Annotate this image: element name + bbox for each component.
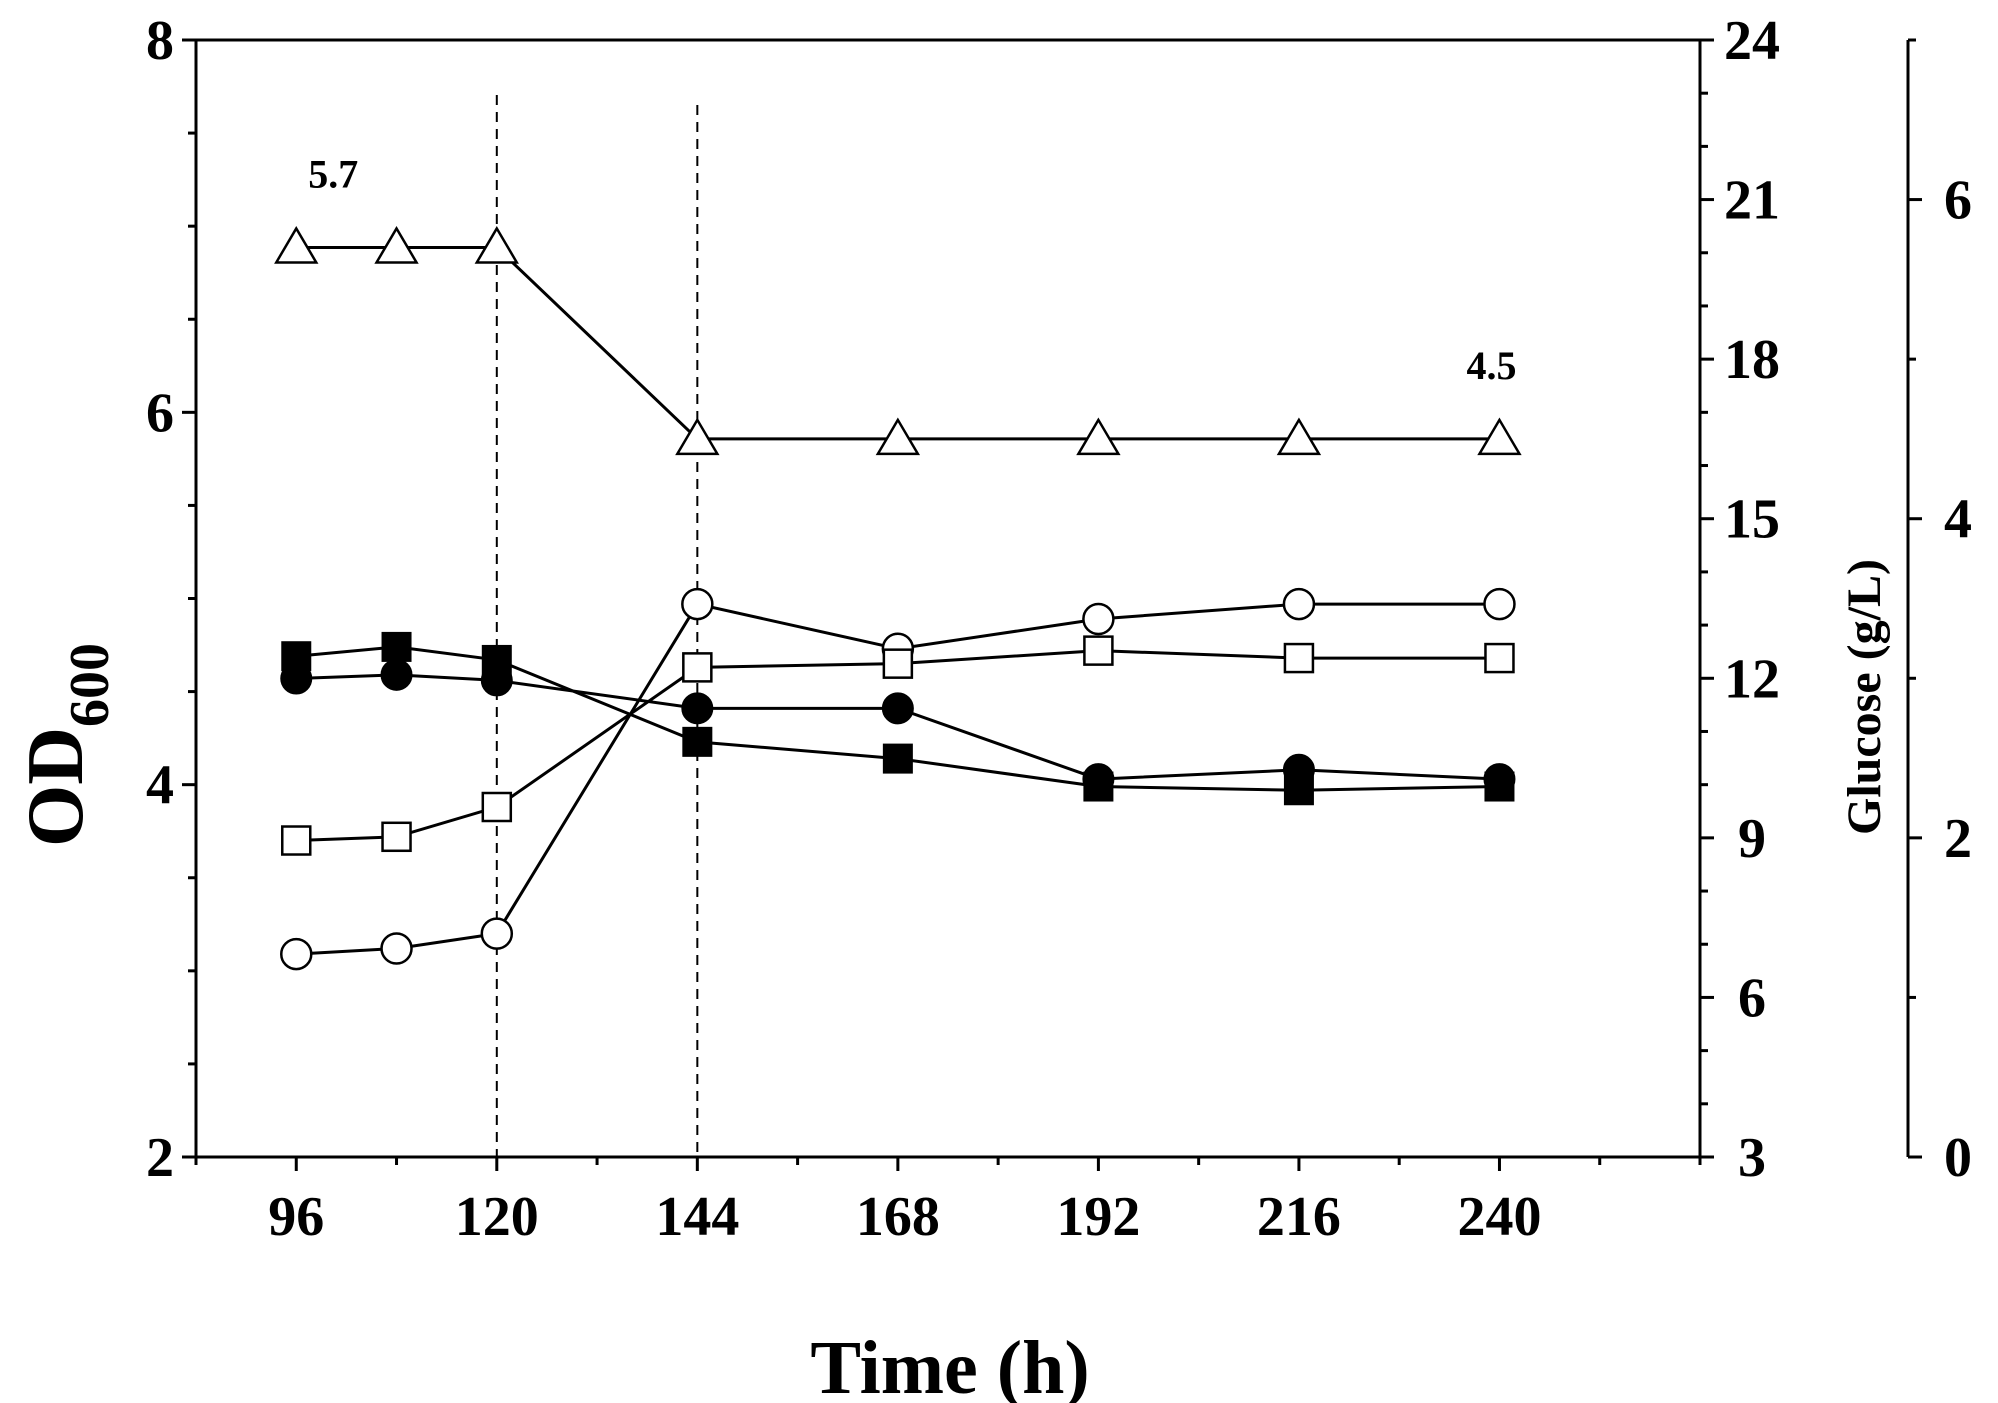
marker-circle-open: [280, 937, 313, 971]
y-right2-tick-label: 0: [1944, 1127, 1972, 1189]
plot-frame-box: [194, 38, 1702, 1159]
x-tick-label: 144: [655, 1186, 739, 1248]
marker-circle-open: [1082, 602, 1115, 636]
y-right1-tick-label: 12: [1724, 648, 1780, 710]
marker-square-open: [1083, 635, 1114, 666]
marker-circle-filled: [1282, 753, 1315, 786]
axis-labels: 96 120 144 168 192 216 24024683691215182124024…: [146, 10, 1972, 1248]
marker-triangle: [1076, 417, 1121, 456]
series-line: [296, 602, 1500, 956]
y-axis-left-title-main: OD: [12, 727, 100, 847]
series-open-square: [281, 635, 1515, 856]
x-tick-label: 120: [455, 1186, 539, 1248]
y-axis-left-title: OD600: [12, 643, 121, 847]
marker-square-open: [481, 791, 513, 823]
y-right1-tick-label: 24: [1724, 10, 1780, 72]
series-open-circle: [280, 587, 1516, 971]
y-axis-left-title-sub: 600: [59, 643, 121, 727]
marker-triangle: [374, 225, 419, 264]
axis-ticks: [182, 38, 1922, 1171]
annotation-label: 4.5: [1466, 343, 1516, 388]
marker-circle-open: [480, 917, 514, 950]
y-right1-tick-label: 15: [1724, 489, 1780, 551]
y-right1-tick-label: 9: [1738, 808, 1766, 870]
marker-circle-filled: [681, 692, 714, 725]
marker-square-open: [682, 652, 713, 683]
annotations: 5.7 4.5: [308, 151, 1516, 387]
y-right1-tick-label: 6: [1738, 967, 1766, 1029]
marker-triangle: [875, 417, 921, 456]
y-left-tick-label: 6: [146, 382, 174, 444]
data-series: [274, 225, 1522, 971]
y-left-tick-label: 2: [146, 1127, 174, 1189]
y-axis-right-title: Glucose (g/L): [1838, 559, 1891, 835]
marker-square-open: [882, 648, 914, 679]
x-tick-label: 216: [1257, 1186, 1341, 1248]
series-open-triangle: [274, 225, 1522, 456]
marker-circle-filled: [380, 658, 413, 691]
series-line: [296, 245, 1500, 441]
series-filled-circle: [280, 658, 1516, 796]
marker-circle-filled: [881, 692, 914, 725]
x-tick-label: 168: [856, 1186, 940, 1248]
marker-square-open: [1484, 642, 1515, 674]
y-right2-tick-label: 4: [1944, 489, 1972, 551]
marker-square-filled: [882, 743, 913, 774]
marker-square-open: [281, 825, 312, 856]
annotation-label: 5.7: [308, 151, 358, 196]
marker-triangle: [1276, 417, 1322, 456]
marker-square-filled: [682, 726, 713, 757]
marker-square-open: [381, 821, 412, 853]
y-right1-tick-label: 21: [1724, 170, 1780, 232]
x-tick-label: 192: [1056, 1186, 1140, 1248]
y-left-tick-label: 4: [146, 755, 174, 817]
marker-square-filled: [381, 631, 412, 662]
reference-lines: [495, 95, 699, 1157]
series-line: [296, 673, 1500, 781]
y-right1-tick-label: 3: [1738, 1127, 1766, 1189]
marker-circle-open: [1282, 587, 1316, 621]
x-tick-label: 240: [1457, 1186, 1541, 1248]
y-right2-tick-label: 6: [1944, 170, 1972, 232]
plot-frame: [194, 38, 1910, 1159]
marker-triangle: [274, 225, 319, 264]
y-left-tick-label: 8: [146, 10, 174, 72]
marker-circle-filled: [480, 664, 513, 697]
y-right2-tick-label: 2: [1944, 808, 1972, 870]
marker-triangle: [675, 417, 720, 456]
series-line: [296, 649, 1500, 843]
marker-circle-open: [1483, 587, 1516, 621]
marker-circle-filled: [1082, 763, 1115, 796]
marker-square-open: [1283, 642, 1315, 674]
x-axis-title: Time (h): [810, 1326, 1089, 1403]
marker-triangle: [1477, 417, 1522, 456]
series-line: [296, 645, 1500, 792]
marker-circle-filled: [1483, 763, 1516, 796]
marker-triangle: [474, 225, 519, 264]
marker-circle-filled: [280, 662, 313, 695]
y-right1-tick-label: 18: [1724, 329, 1780, 391]
marker-circle-open: [380, 932, 413, 965]
marker-circle-open: [681, 587, 714, 621]
x-tick-label: 96: [268, 1186, 324, 1248]
